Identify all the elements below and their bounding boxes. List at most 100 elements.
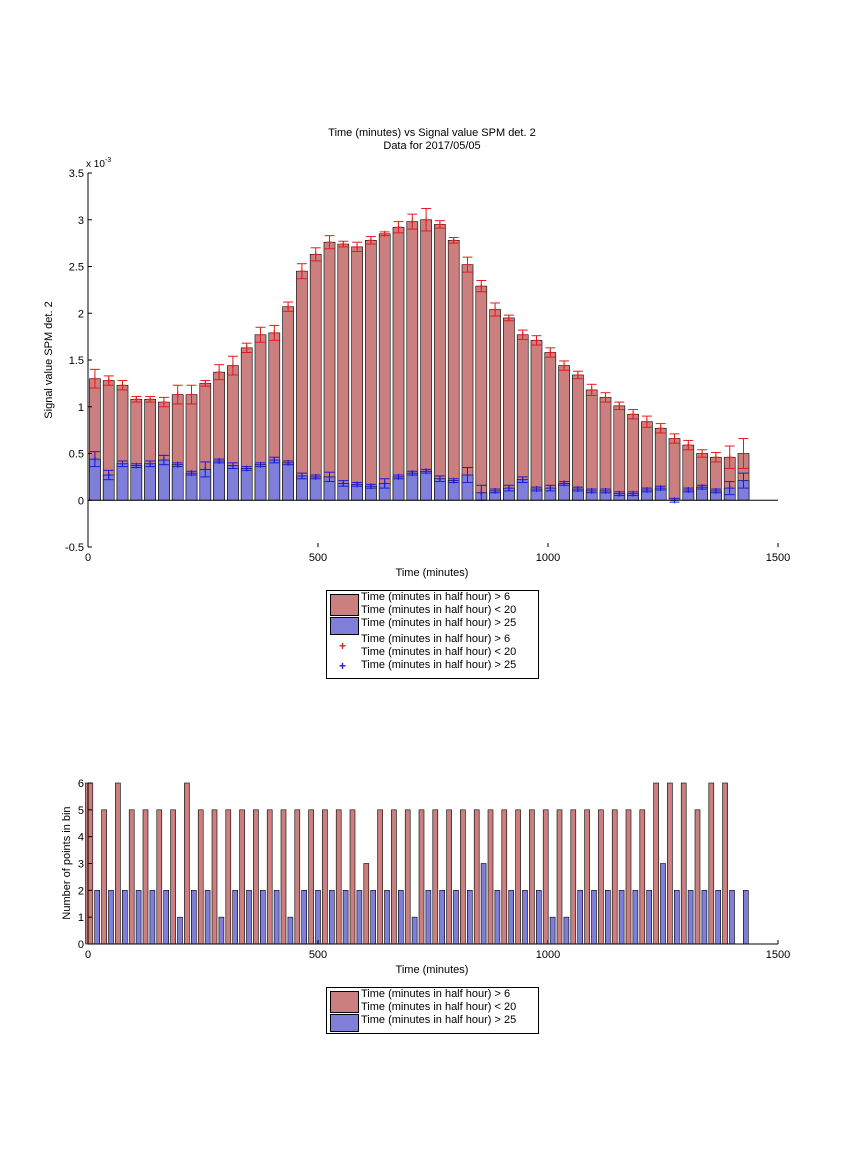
- chart-1-title: Time (minutes) vs Signal value SPM det. …: [328, 127, 535, 139]
- bar-red: [460, 809, 466, 945]
- y-tick-label: 2.5: [69, 262, 84, 274]
- bar-blue: [397, 890, 404, 945]
- bar-red: [128, 809, 135, 945]
- y-tick-label: -0.5: [65, 542, 84, 554]
- bar-red: [349, 809, 356, 945]
- x-tick-label: 1000: [536, 552, 560, 564]
- legend-label: Time (minutes in half hour) < 20: [361, 646, 517, 658]
- bar-red: [653, 782, 659, 945]
- bar-red: [516, 334, 529, 501]
- bar-red: [529, 809, 535, 945]
- bar-red: [613, 405, 626, 501]
- chart-1-exponent-label: x 10-3: [86, 157, 111, 170]
- bar-blue: [163, 890, 169, 945]
- legend-entry-red: Time (minutes in half hour) > 6 Time (mi…: [327, 988, 538, 1014]
- bar-red: [101, 809, 107, 945]
- legend-swatch-red: [330, 594, 359, 616]
- bar-red: [225, 809, 232, 945]
- bar-blue: [227, 465, 239, 501]
- bar-red: [309, 254, 322, 501]
- bar-red: [475, 285, 488, 501]
- bar-red: [668, 438, 681, 501]
- bar-red: [625, 809, 632, 945]
- bar-blue: [687, 890, 694, 945]
- bar-red: [322, 809, 328, 945]
- y-tick-label: 3: [78, 215, 84, 227]
- bar-red: [239, 809, 245, 945]
- bar-red: [722, 782, 728, 945]
- bar-blue: [742, 890, 749, 945]
- bar-red: [599, 397, 612, 501]
- legend-label: Time (minutes in half hour) > 6: [361, 633, 511, 645]
- bar-blue: [309, 476, 322, 501]
- bar-red: [680, 782, 687, 945]
- bar-red: [142, 809, 149, 945]
- bar-red: [572, 374, 584, 501]
- bar-red: [556, 809, 563, 945]
- bar-blue: [392, 476, 405, 501]
- bar-red: [611, 809, 618, 945]
- bar-red: [585, 389, 598, 501]
- bar-red: [266, 809, 273, 945]
- legend-swatch-red: [330, 991, 359, 1013]
- bar-red: [501, 809, 508, 945]
- exponent-power: -3: [105, 157, 111, 164]
- x-tick-label: 1000: [536, 949, 560, 961]
- legend-swatch-blue: [330, 617, 359, 635]
- y-tick-label: 1.5: [69, 355, 84, 367]
- bar-blue: [384, 890, 390, 945]
- chart-2-axes: 0 1 2 3 4 5 6 0 500 1000 1500: [78, 778, 790, 961]
- y-tick-label: 3: [78, 859, 84, 871]
- bar-red: [708, 782, 715, 945]
- bar-blue: [116, 463, 129, 501]
- bar-blue: [715, 890, 722, 945]
- bar-red: [473, 809, 480, 945]
- chart-1-ylabel: Signal value SPM det. 2: [43, 301, 55, 418]
- bar-red: [598, 809, 604, 945]
- bar-red: [446, 809, 452, 945]
- bar-blue: [282, 462, 294, 501]
- bar-blue: [296, 475, 308, 501]
- bar-red: [294, 809, 301, 945]
- bar-blue: [480, 863, 487, 945]
- bar-blue: [213, 460, 225, 501]
- exponent-base: x 10: [86, 159, 105, 170]
- bar-blue: [604, 890, 611, 945]
- bar-blue: [130, 465, 143, 501]
- bar-red: [365, 240, 377, 501]
- bar-blue: [149, 890, 156, 945]
- legend-label: Time (minutes in half hour) > 25: [361, 617, 517, 629]
- chart-1-axes: -0.500.511.522.533.50 500 1000 1500: [65, 168, 790, 564]
- bar-red: [391, 809, 397, 945]
- y-tick-label: 0: [78, 495, 84, 507]
- y-tick-label: 4: [78, 832, 84, 844]
- bar-blue: [342, 890, 349, 945]
- bar-blue: [466, 890, 473, 945]
- chart-2-xlabel: Time (minutes): [396, 964, 469, 976]
- bar-blue: [549, 916, 556, 945]
- bar-red: [420, 219, 432, 501]
- bar-red: [308, 809, 314, 945]
- bar-red: [184, 782, 190, 945]
- bar-red: [392, 226, 405, 501]
- y-tick-label: 2: [78, 885, 84, 897]
- bar-blue: [177, 916, 183, 945]
- bar-blue: [494, 890, 501, 945]
- bar-red: [487, 809, 494, 945]
- chart-1-subtitle: Data for 2017/05/05: [383, 140, 480, 152]
- bar-red: [406, 221, 419, 501]
- bar-blue: [563, 916, 570, 945]
- bar-blue: [673, 890, 680, 945]
- bar-red: [432, 809, 439, 945]
- bar-red: [335, 809, 342, 945]
- bar-blue: [254, 464, 267, 501]
- bar-blue: [315, 890, 321, 945]
- bar-blue: [411, 916, 418, 945]
- bar-red: [584, 809, 590, 945]
- bar-red: [156, 809, 163, 945]
- bar-blue: [660, 863, 666, 945]
- plus-marker-icon: +: [339, 639, 347, 653]
- bar-blue: [301, 890, 308, 945]
- bar-blue: [232, 890, 238, 945]
